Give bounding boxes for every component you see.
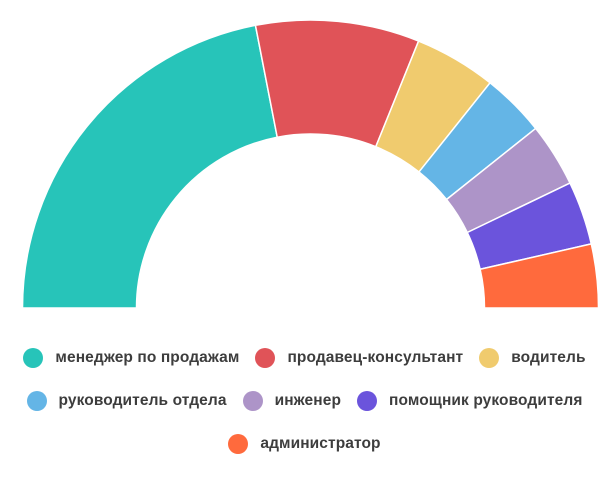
legend-item-engineer[interactable]: инженер <box>242 389 342 413</box>
legend-swatch <box>23 348 44 368</box>
legend-item-department-head[interactable]: руководитель отдела <box>26 389 227 413</box>
slice-sales-manager[interactable] <box>21 24 278 309</box>
legend-item-sales-consultant[interactable]: продавец-консультант <box>255 346 463 370</box>
legend-label: руководитель отдела <box>58 392 227 409</box>
legend-item-administrator[interactable]: администратор <box>228 432 381 456</box>
legend: менеджер по продажам продавец-консультан… <box>0 346 609 456</box>
legend-item-driver[interactable]: водитель <box>479 346 585 370</box>
legend-label: менеджер по продажам <box>55 349 240 366</box>
legend-swatch <box>479 348 500 368</box>
legend-item-sales-manager[interactable]: менеджер по продажам <box>23 346 239 370</box>
legend-label: инженер <box>274 392 342 409</box>
legend-label: водитель <box>511 349 586 366</box>
legend-label: помощник руководителя <box>389 392 583 409</box>
legend-swatch <box>26 391 47 411</box>
legend-swatch <box>255 348 276 368</box>
legend-swatch <box>242 391 263 411</box>
slice-administrator[interactable] <box>479 243 600 309</box>
legend-swatch <box>357 391 378 411</box>
legend-label: продавец-консультант <box>287 349 464 366</box>
legend-item-assistant-manager[interactable]: помощник руководителя <box>357 389 582 413</box>
legend-label: администратор <box>260 435 381 452</box>
legend-swatch <box>228 434 249 454</box>
half-donut-chart <box>21 19 600 309</box>
